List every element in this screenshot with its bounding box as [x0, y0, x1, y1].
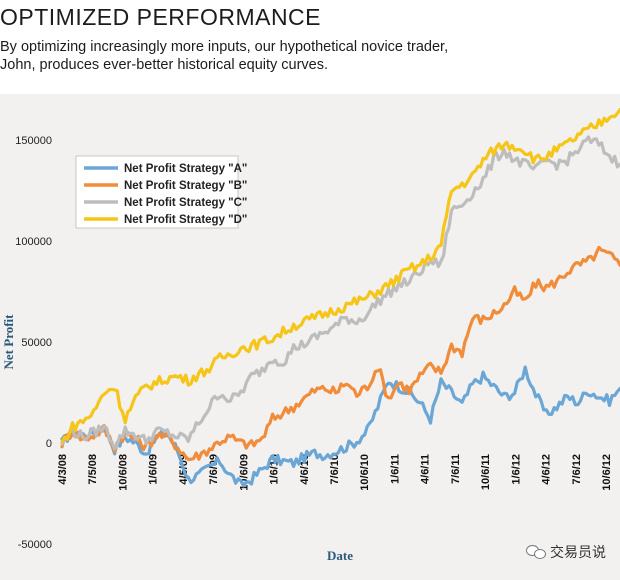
watermark: 交易员说 [526, 542, 606, 562]
y-tick-label: 100000 [15, 236, 52, 248]
x-tick-group: 10/6/12 [601, 454, 613, 491]
x-tick-label: 1/6/11 [389, 454, 401, 484]
x-tick-label: 7/5/08 [87, 454, 99, 485]
x-tick-label: 4/3/08 [57, 454, 69, 485]
legend-label: Net Profit Strategy "B" [124, 180, 247, 192]
x-axis-label: Date [327, 548, 353, 563]
x-tick-label: 4/6/11 [420, 454, 432, 484]
x-tick-label: 4/6/10 [299, 454, 311, 485]
x-tick-label: 7/6/10 [329, 454, 341, 485]
x-tick-label: 7/6/12 [571, 454, 583, 485]
x-tick-label: 10/6/08 [117, 454, 129, 491]
legend-label: Net Profit Strategy "A" [124, 163, 247, 175]
x-tick-group: 1/6/10 [269, 454, 281, 485]
x-axis: 4/3/08 7/5/08 10/6/08 1/6/09 4/5/09 7/6/09 10/… [57, 454, 613, 491]
y-tick-label: 0 [46, 438, 52, 450]
y-axis: -50000 0 50000 100000 150000 [15, 135, 52, 551]
x-tick-group: 1/6/11 [389, 454, 401, 484]
x-tick-group: 4/6/11 [420, 454, 432, 484]
y-tick-label: -50000 [18, 539, 52, 551]
x-tick-group: 10/6/11 [480, 454, 492, 490]
x-tick-label: 1/6/12 [510, 454, 522, 485]
x-tick-label: 1/6/10 [269, 454, 281, 485]
x-tick-label: 4/6/12 [541, 454, 553, 485]
chart-header: OPTIMIZED PERFORMANCE By optimizing incr… [0, 0, 620, 92]
chart-title: OPTIMIZED PERFORMANCE [0, 4, 322, 30]
x-tick-group: 7/6/12 [571, 454, 583, 485]
series-line-d [60, 108, 620, 444]
x-tick-label: 7/6/11 [450, 454, 462, 484]
x-tick-group: 4/3/08 [57, 454, 69, 485]
x-tick-label: 10/6/12 [601, 454, 613, 491]
legend-label: Net Profit Strategy "D" [124, 214, 247, 226]
watermark-text: 交易员说 [550, 544, 606, 560]
x-tick-label: 10/6/10 [359, 454, 371, 491]
series-line-c [60, 135, 620, 451]
series-lines [60, 108, 620, 488]
x-tick-group: 7/5/08 [87, 454, 99, 485]
x-tick-group: 10/6/08 [117, 454, 129, 491]
legend: Net Profit Strategy "A" Net Profit Strate… [75, 155, 247, 229]
chart-subtitle: By optimizing increasingly more inputs, … [0, 39, 449, 73]
x-tick-group: 10/6/10 [359, 454, 371, 491]
y-tick-label: 150000 [15, 135, 52, 147]
x-tick-group: 1/6/09 [148, 454, 160, 485]
x-tick-label: 10/6/11 [480, 454, 492, 490]
y-axis-label: Net Profit [1, 314, 16, 370]
series-line-b [60, 245, 620, 461]
y-tick-label: 50000 [21, 337, 52, 349]
wechat-icon [526, 545, 546, 559]
x-tick-group: 1/6/12 [510, 454, 522, 485]
x-tick-group: 7/6/11 [450, 454, 462, 484]
x-tick-label: 1/6/09 [148, 454, 160, 485]
x-tick-group: 4/6/10 [299, 454, 311, 485]
x-tick-group: 4/6/12 [541, 454, 553, 485]
x-tick-group: 7/6/10 [329, 454, 341, 485]
legend-label: Net Profit Strategy "C" [124, 197, 247, 209]
